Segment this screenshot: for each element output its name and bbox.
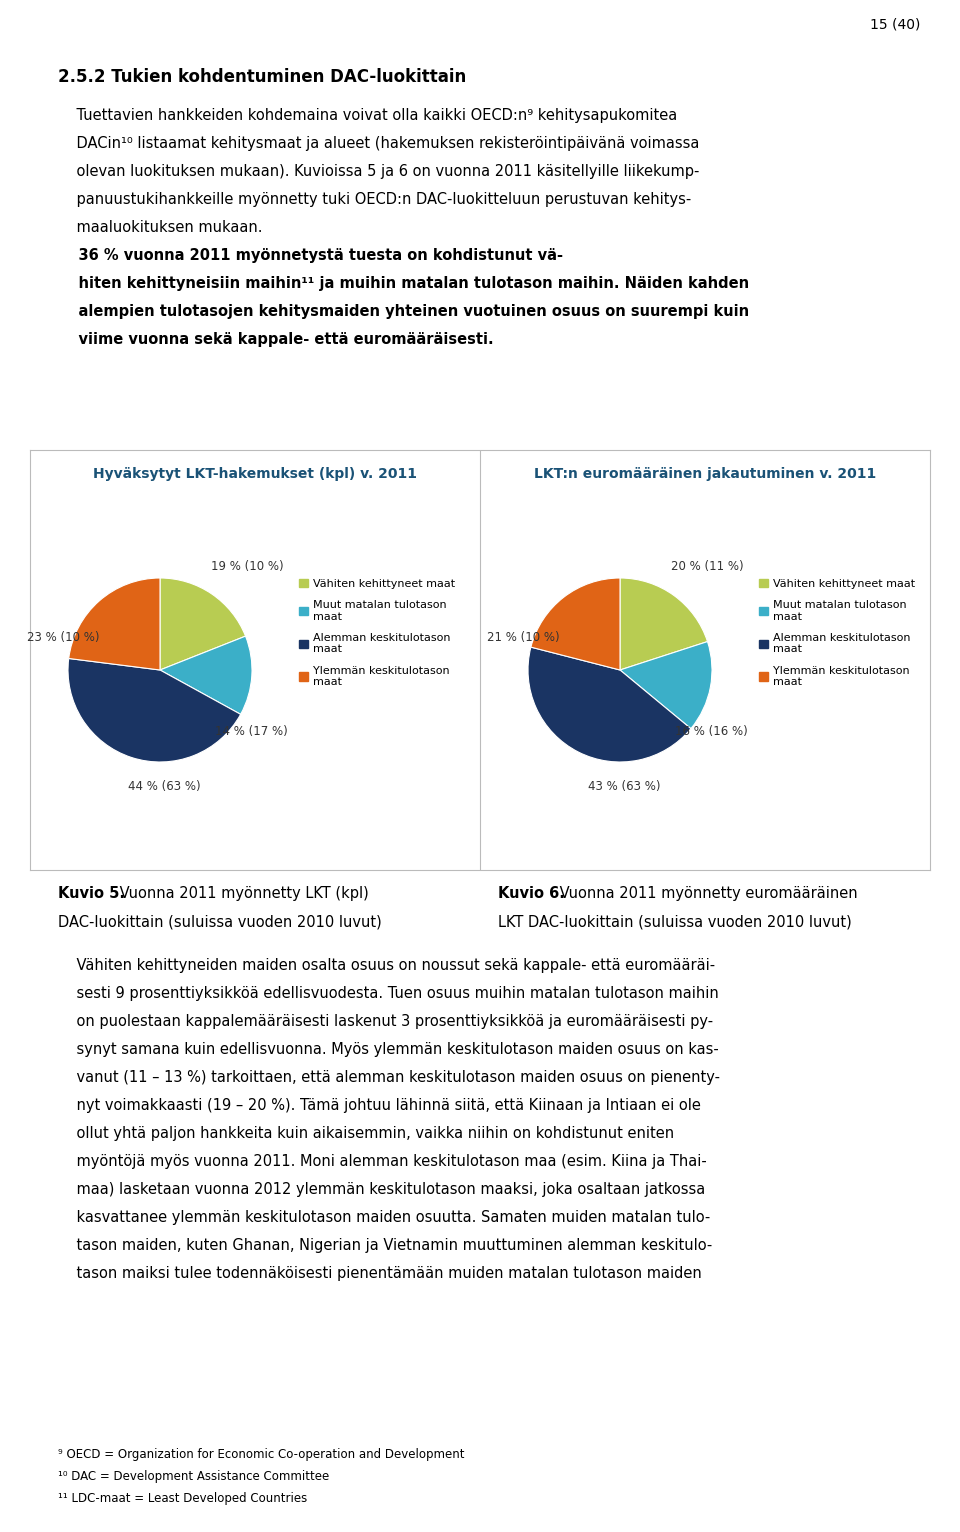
Text: tason maiksi tulee todennäköisesti pienentämään muiden matalan tulotason maiden: tason maiksi tulee todennäköisesti piene…	[58, 1265, 702, 1281]
Text: 16 % (16 %): 16 % (16 %)	[675, 725, 748, 738]
Text: DACin¹⁰ listaamat kehitysmaat ja alueet (hakemuksen rekisteröintipäivänä voimass: DACin¹⁰ listaamat kehitysmaat ja alueet …	[58, 136, 700, 152]
Text: synyt samana kuin edellisvuonna. Myös ylemmän keskitulotason maiden osuus on kas: synyt samana kuin edellisvuonna. Myös yl…	[58, 1042, 719, 1057]
Legend: Vähiten kehittyneet maat, Muut matalan tulotason
maat, Alemman keskitulotason
ma: Vähiten kehittyneet maat, Muut matalan t…	[759, 579, 916, 688]
Text: 23 % (10 %): 23 % (10 %)	[27, 631, 99, 645]
Text: LKT:n euromääräinen jakautuminen v. 2011: LKT:n euromääräinen jakautuminen v. 2011	[534, 467, 876, 481]
Wedge shape	[531, 578, 620, 669]
Text: Kuvio 5.: Kuvio 5.	[58, 885, 125, 901]
Text: Hyväksytyt LKT-hakemukset (kpl) v. 2011: Hyväksytyt LKT-hakemukset (kpl) v. 2011	[93, 467, 417, 481]
Text: Tuettavien hankkeiden kohdemaina voivat olla kaikki OECD:n⁹ kehitysapukomitea: Tuettavien hankkeiden kohdemaina voivat …	[58, 107, 677, 123]
Text: maa) lasketaan vuonna 2012 ylemmän keskitulotason maaksi, joka osaltaan jatkossa: maa) lasketaan vuonna 2012 ylemmän keski…	[58, 1183, 706, 1196]
Wedge shape	[68, 659, 241, 761]
Text: Vuonna 2011 myönnetty euromääräinen: Vuonna 2011 myönnetty euromääräinen	[555, 885, 857, 901]
Text: 20 % (11 %): 20 % (11 %)	[671, 561, 743, 573]
Text: ollut yhtä paljon hankkeita kuin aikaisemmin, vaikka niihin on kohdistunut enite: ollut yhtä paljon hankkeita kuin aikaise…	[58, 1126, 674, 1141]
Text: LKT DAC-luokittain (suluissa vuoden 2010 luvut): LKT DAC-luokittain (suluissa vuoden 2010…	[498, 915, 852, 928]
Text: nyt voimakkaasti (19 – 20 %). Tämä johtuu lähinnä siitä, että Kiinaan ja Intiaan: nyt voimakkaasti (19 – 20 %). Tämä johtu…	[58, 1098, 701, 1114]
Text: viime vuonna sekä kappale- että euromääräisesti.: viime vuonna sekä kappale- että euromäär…	[58, 332, 493, 348]
Text: on puolestaan kappalemääräisesti laskenut 3 prosenttiyksikköä ja euromääräisesti: on puolestaan kappalemääräisesti laskenu…	[58, 1014, 713, 1030]
Text: alempien tulotasojen kehitysmaiden yhteinen vuotuinen osuus on suurempi kuin: alempien tulotasojen kehitysmaiden yhtei…	[58, 303, 749, 319]
Text: ¹¹ LDC-maat = Least Developed Countries: ¹¹ LDC-maat = Least Developed Countries	[58, 1492, 307, 1504]
Text: 2.5.2 Tukien kohdentuminen DAC-luokittain: 2.5.2 Tukien kohdentuminen DAC-luokittai…	[58, 67, 467, 86]
Legend: Vähiten kehittyneet maat, Muut matalan tulotason
maat, Alemman keskitulotason
ma: Vähiten kehittyneet maat, Muut matalan t…	[299, 579, 456, 688]
Text: 43 % (63 %): 43 % (63 %)	[588, 780, 660, 794]
Text: 44 % (63 %): 44 % (63 %)	[128, 780, 201, 794]
Text: sesti 9 prosenttiyksikköä edellisvuodesta. Tuen osuus muihin matalan tulotason m: sesti 9 prosenttiyksikköä edellisvuodest…	[58, 987, 719, 1000]
Text: 36 % vuonna 2011 myönnetystä tuesta on kohdistunut vä-: 36 % vuonna 2011 myönnetystä tuesta on k…	[58, 248, 563, 264]
Text: panuustukihankkeille myönnetty tuki OECD:n DAC-luokitteluun perustuvan kehitys-: panuustukihankkeille myönnetty tuki OECD…	[58, 192, 691, 207]
Text: 19 % (10 %): 19 % (10 %)	[210, 561, 283, 573]
Wedge shape	[620, 578, 708, 669]
Text: 21 % (10 %): 21 % (10 %)	[487, 631, 560, 645]
Text: Vuonna 2011 myönnetty LKT (kpl): Vuonna 2011 myönnetty LKT (kpl)	[115, 885, 369, 901]
Text: ¹⁰ DAC = Development Assistance Committee: ¹⁰ DAC = Development Assistance Committe…	[58, 1471, 329, 1483]
Wedge shape	[69, 578, 160, 669]
Text: myöntöjä myös vuonna 2011. Moni alemman keskitulotason maa (esim. Kiina ja Thai-: myöntöjä myös vuonna 2011. Moni alemman …	[58, 1154, 707, 1169]
Text: tason maiden, kuten Ghanan, Nigerian ja Vietnamin muuttuminen alemman keskitulo-: tason maiden, kuten Ghanan, Nigerian ja …	[58, 1238, 712, 1253]
Text: 14 % (17 %): 14 % (17 %)	[215, 725, 288, 738]
Text: 15 (40): 15 (40)	[870, 18, 920, 32]
Text: vanut (11 – 13 %) tarkoittaen, että alemman keskitulotason maiden osuus on piene: vanut (11 – 13 %) tarkoittaen, että alem…	[58, 1069, 720, 1085]
Text: hiten kehittyneisiin maihin¹¹ ja muihin matalan tulotason maihin. Näiden kahden: hiten kehittyneisiin maihin¹¹ ja muihin …	[58, 276, 749, 291]
Text: kasvattanee ylemmän keskitulotason maiden osuutta. Samaten muiden matalan tulo-: kasvattanee ylemmän keskitulotason maide…	[58, 1210, 710, 1226]
Text: Vähiten kehittyneiden maiden osalta osuus on noussut sekä kappale- että euromäär: Vähiten kehittyneiden maiden osalta osuu…	[58, 958, 715, 973]
Wedge shape	[528, 647, 691, 761]
Wedge shape	[160, 578, 246, 669]
Text: ⁹ OECD = Organization for Economic Co-operation and Development: ⁹ OECD = Organization for Economic Co-op…	[58, 1448, 465, 1462]
Text: Kuvio 6.: Kuvio 6.	[498, 885, 564, 901]
Text: DAC-luokittain (suluissa vuoden 2010 luvut): DAC-luokittain (suluissa vuoden 2010 luv…	[58, 915, 382, 928]
Wedge shape	[160, 636, 252, 714]
Wedge shape	[620, 642, 712, 729]
Text: olevan luokituksen mukaan). Kuvioissa 5 ja 6 on vuonna 2011 käsitellyille liikek: olevan luokituksen mukaan). Kuvioissa 5 …	[58, 164, 700, 179]
Text: maaluokituksen mukaan.: maaluokituksen mukaan.	[58, 221, 262, 234]
